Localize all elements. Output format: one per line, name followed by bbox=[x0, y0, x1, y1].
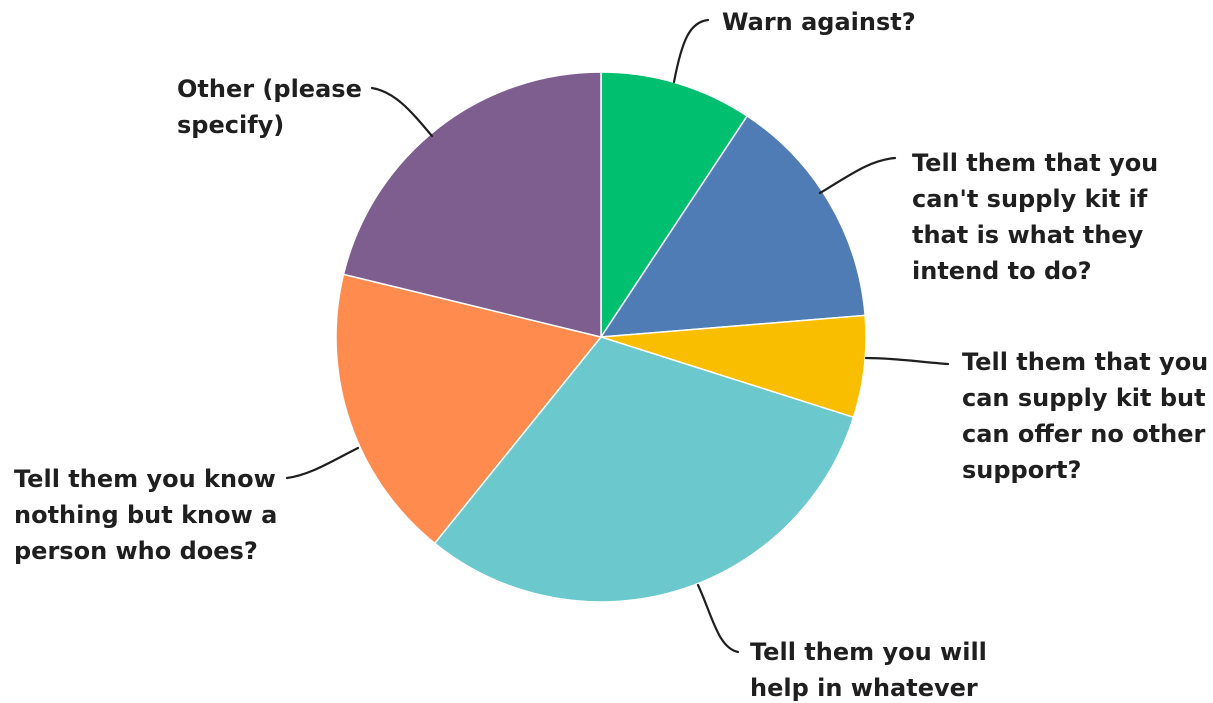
slice-label-3: Tell them that you can supply kit but can … bbox=[962, 348, 1208, 484]
slice-label-line: Warn against? bbox=[722, 8, 916, 36]
slice-label-line: Tell them that you bbox=[962, 348, 1208, 376]
slice-label-6: Other (please specify) bbox=[177, 75, 362, 139]
pie-slices bbox=[335, 71, 867, 603]
leader-line-3 bbox=[864, 356, 950, 366]
slice-label-1: Warn against? bbox=[722, 8, 916, 36]
slice-label-2: Tell them that you can't supply kit if tha… bbox=[912, 149, 1158, 285]
pie-slice-1 bbox=[600, 71, 749, 340]
slice-label-line: Tell them you know bbox=[14, 465, 276, 493]
pie-slice-2 bbox=[599, 114, 866, 338]
slice-label-line: support? bbox=[962, 456, 1081, 484]
slice-label-line: help in whatever bbox=[750, 674, 978, 702]
slice-label-line: person who does? bbox=[14, 537, 258, 565]
leader-line-4 bbox=[696, 583, 740, 654]
slice-label-line: nothing but know a bbox=[14, 501, 277, 529]
leader-lines bbox=[285, 18, 950, 654]
slice-label-line: Tell them you will bbox=[750, 638, 987, 666]
slice-label-line: can supply kit but bbox=[962, 384, 1206, 412]
slice-label-line: Tell them that you bbox=[912, 149, 1158, 177]
leader-line-5 bbox=[285, 446, 360, 480]
leader-line-6 bbox=[370, 86, 434, 138]
slice-label-line: specify) bbox=[177, 111, 284, 139]
slice-label-line: Other (please bbox=[177, 75, 362, 103]
slice-label-5: Tell them you know nothing but know a pers… bbox=[14, 465, 277, 565]
pie-slice-6 bbox=[342, 71, 602, 338]
slice-label-line: that is what they bbox=[912, 221, 1144, 249]
slice-label-4: Tell them you will help in whatever bbox=[750, 638, 987, 702]
slice-label-line: intend to do? bbox=[912, 257, 1092, 285]
slice-labels: Warn against? Tell them that you can't sup… bbox=[14, 8, 1208, 702]
pie-slice-4 bbox=[433, 336, 855, 603]
slice-label-line: can offer no other bbox=[962, 420, 1206, 448]
leader-line-1 bbox=[672, 18, 710, 84]
pie-slice-5 bbox=[335, 273, 603, 545]
slice-label-line: can't supply kit if bbox=[912, 185, 1148, 213]
leader-line-2 bbox=[818, 156, 897, 195]
